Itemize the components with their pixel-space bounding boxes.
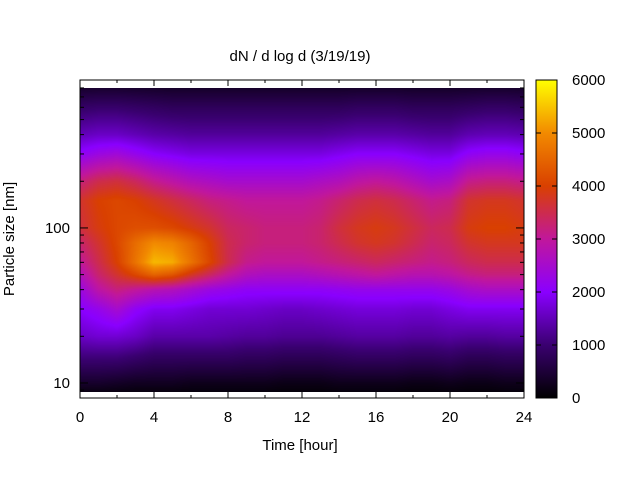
colorbar-axis: 0 1000 2000 3000 4000 5000 6000 (536, 72, 605, 407)
x-tick-label: 24 (516, 409, 533, 426)
y-tick-label: 10 (53, 375, 70, 392)
colorbar-tick-label: 3000 (572, 231, 605, 248)
x-tick-label: 20 (442, 409, 459, 426)
y-axis: 10 100 (45, 79, 524, 399)
colorbar-tick-label: 5000 (572, 125, 605, 142)
y-axis-label: Particle size [nm] (1, 182, 18, 296)
colorbar-tick-label: 4000 (572, 178, 605, 195)
colorbar-tick-label: 2000 (572, 284, 605, 301)
colorbar-tick-label: 1000 (572, 337, 605, 354)
x-tick-label: 8 (224, 409, 232, 426)
y-tick-label: 100 (45, 220, 70, 237)
x-tick-label: 16 (368, 409, 385, 426)
heatmap-image (80, 88, 524, 392)
x-tick-label: 12 (294, 409, 311, 426)
chart-title: dN / d log d (3/19/19) (230, 48, 371, 65)
colorbar (536, 80, 557, 398)
x-tick-label: 4 (150, 409, 158, 426)
colorbar-tick-label: 6000 (572, 72, 605, 89)
x-axis-label: Time [hour] (262, 437, 337, 454)
colorbar-tick-label: 0 (572, 390, 580, 407)
x-tick-label: 0 (76, 409, 84, 426)
x-axis: 0 4 8 12 16 20 24 (76, 80, 533, 426)
